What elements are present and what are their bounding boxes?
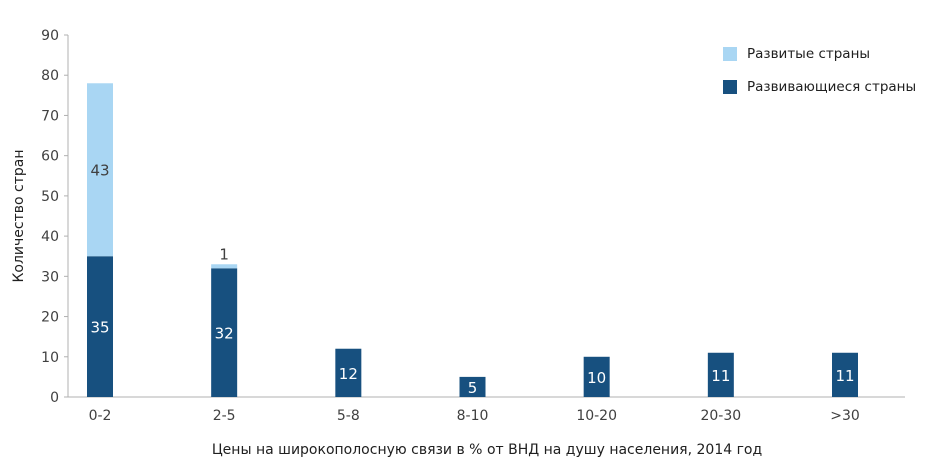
bar-developing <box>211 268 238 397</box>
y-tick-label: 50 <box>41 189 59 205</box>
data-label-developing: 10 <box>587 369 606 387</box>
x-tick-label: 5-8 <box>337 408 360 424</box>
y-tick-label: 20 <box>41 310 59 326</box>
bar-developed <box>211 264 238 269</box>
legend-label-developed: Развитые страны <box>747 46 871 62</box>
data-label-developing: 32 <box>215 325 234 343</box>
y-tick-label: 30 <box>41 269 59 285</box>
x-tick-label: 10-20 <box>576 408 617 424</box>
y-axis-ticks: 0 10 20 30 40 50 60 70 80 90 <box>41 28 68 406</box>
legend-item-developed: Развитые страны <box>723 44 916 64</box>
x-axis-title: Цены на широкополосную связи в % от ВНД … <box>212 442 762 458</box>
legend: Развитые страны Развивающиеся страны <box>723 44 916 110</box>
y-axis-title: Количество стран <box>11 149 27 282</box>
bars-group <box>87 83 858 397</box>
legend-item-developing: Развивающиеся страны <box>723 77 916 97</box>
y-tick-label: 70 <box>41 108 59 124</box>
x-tick-label: 20-30 <box>700 408 741 424</box>
data-label-developed: 1 <box>219 245 229 263</box>
data-label-developing: 11 <box>835 367 854 385</box>
y-tick-label: 0 <box>50 390 59 406</box>
bar-developing <box>87 256 113 397</box>
bar-developing <box>583 356 610 397</box>
data-label-developing: 35 <box>90 319 109 337</box>
x-tick-label: 0-2 <box>89 408 112 424</box>
y-tick-label: 10 <box>41 350 59 366</box>
y-tick-label: 40 <box>41 229 59 245</box>
data-label-developed: 43 <box>90 162 109 180</box>
legend-label-developing: Развивающиеся страны <box>747 79 917 95</box>
bar-developing <box>832 352 858 397</box>
legend-swatch-developing <box>723 80 737 94</box>
bar-developed <box>87 83 113 257</box>
x-tick-label: 2-5 <box>213 408 236 424</box>
y-tick-label: 90 <box>41 28 59 44</box>
bar-developing <box>707 352 734 397</box>
data-label-developing: 12 <box>339 365 358 383</box>
data-label-developing: 5 <box>468 379 478 397</box>
legend-swatch-developed <box>723 47 737 61</box>
data-labels-group: 35 43 32 1 12 5 10 11 11 <box>90 162 854 397</box>
y-tick-label: 60 <box>41 149 59 165</box>
data-label-developing: 11 <box>711 367 730 385</box>
bar-developing <box>459 376 486 397</box>
bar-developing <box>335 348 362 397</box>
x-tick-label: 8-10 <box>457 408 489 424</box>
x-tick-label: >30 <box>830 408 860 424</box>
y-tick-label: 80 <box>41 68 59 84</box>
x-axis-ticks: 0-2 2-5 5-8 8-10 10-20 20-30 >30 <box>89 408 860 424</box>
